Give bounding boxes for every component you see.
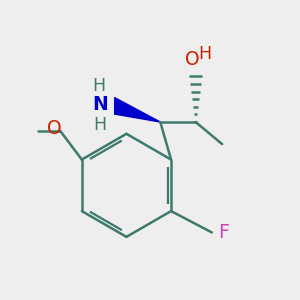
Text: H: H: [199, 45, 212, 63]
Text: H: H: [92, 76, 105, 94]
Text: F: F: [218, 223, 229, 242]
Text: O: O: [47, 119, 62, 138]
Text: H: H: [93, 116, 106, 134]
Text: O: O: [185, 50, 200, 69]
Polygon shape: [115, 98, 160, 122]
Text: N: N: [92, 95, 108, 114]
